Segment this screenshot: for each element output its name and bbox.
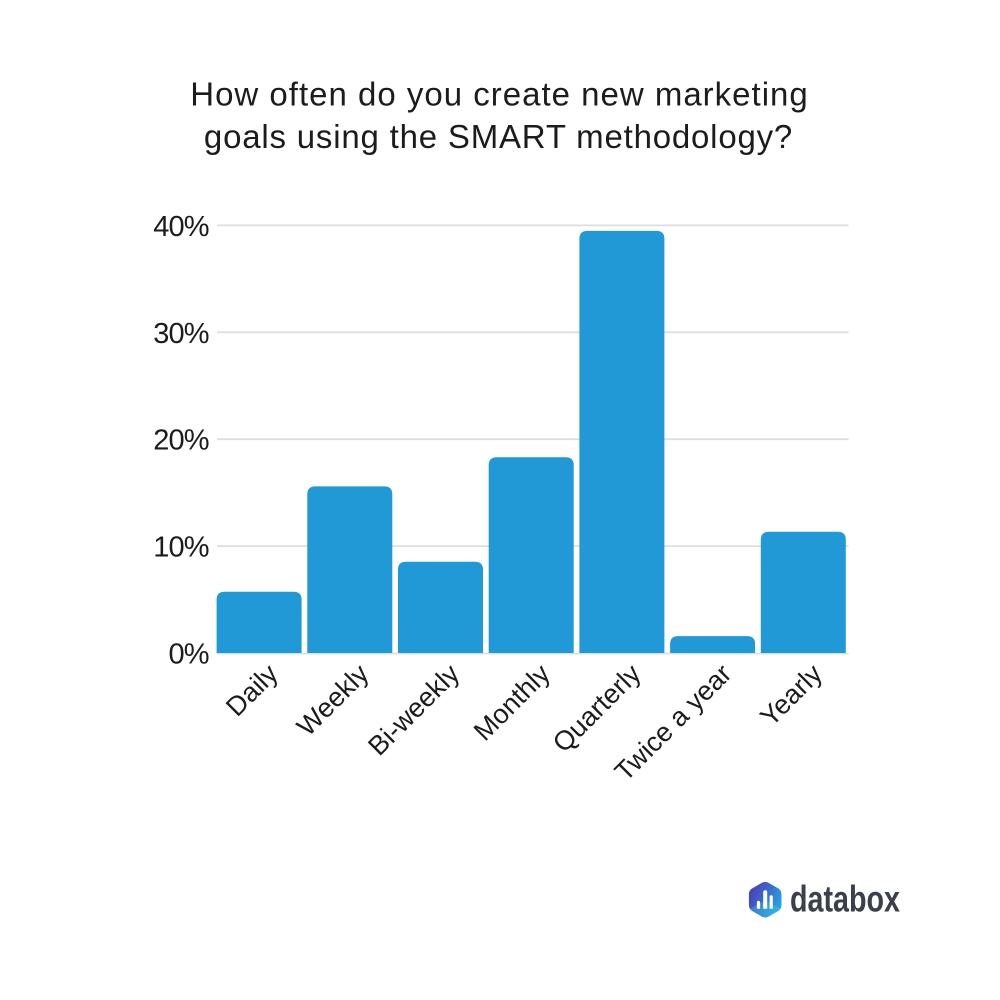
svg-text:40%: 40%: [153, 211, 208, 243]
svg-text:goals using the SMART methodol: goals using the SMART methodology?: [204, 118, 793, 155]
svg-text:30%: 30%: [153, 318, 208, 350]
svg-text:0%: 0%: [168, 639, 208, 671]
svg-text:20%: 20%: [153, 425, 208, 457]
svg-text:How often do you create new ma: How often do you create new marketing: [190, 75, 808, 112]
svg-text:10%: 10%: [153, 532, 208, 564]
svg-text:databox: databox: [790, 879, 900, 920]
